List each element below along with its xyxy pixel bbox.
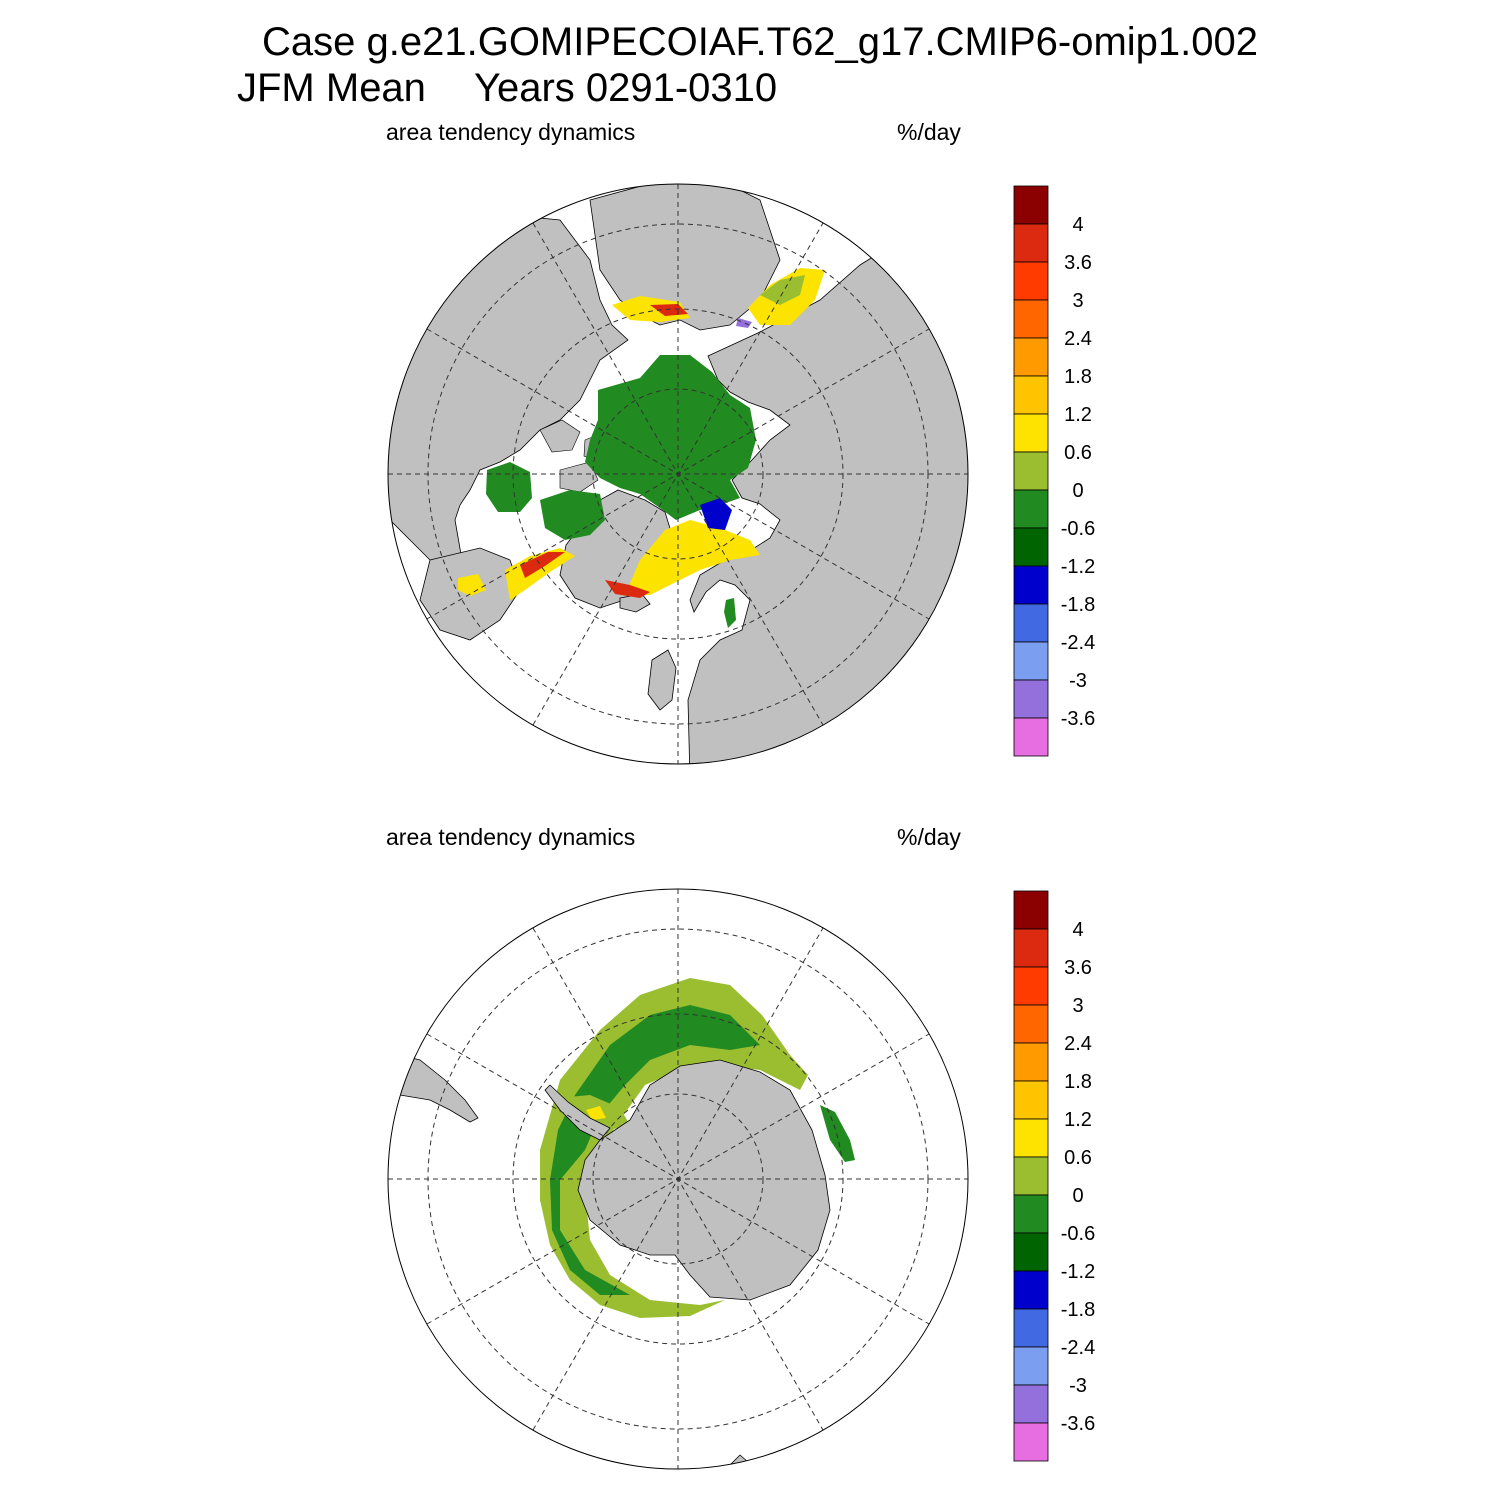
south-colorbar-swatch — [1013, 1194, 1049, 1234]
north-graticule — [388, 184, 968, 764]
kerguelen-ice — [820, 1105, 855, 1162]
south-colorbar-label: -0.6 — [1061, 1223, 1095, 1245]
south-colorbar-swatch — [1013, 966, 1049, 1006]
south-colorbar-label: -1.8 — [1061, 1299, 1095, 1321]
season-label: JFM Mean — [237, 66, 426, 110]
north-colorbar-swatch — [1013, 603, 1049, 643]
south-colorbar-swatch — [1013, 1384, 1049, 1424]
weddell-positive — [586, 1106, 606, 1120]
north-colorbar-label: 0 — [1072, 480, 1083, 502]
south-panel-units: %/day — [897, 824, 961, 850]
south-colorbar-swatch — [1013, 1308, 1049, 1348]
north-colorbar-swatch — [1013, 451, 1049, 491]
north-panel-variable: area tendency dynamics — [386, 119, 636, 145]
south-colorbar-swatch — [1013, 928, 1049, 968]
north-colorbar-label: -1.8 — [1061, 594, 1095, 616]
north-colorbar-label: 4 — [1072, 214, 1083, 236]
north-colorbar-swatch — [1013, 565, 1049, 605]
antarctic-peninsula — [544, 1084, 611, 1141]
north-colorbar-label: 1.8 — [1064, 366, 1092, 388]
gulf-st-lawrence-ice — [458, 574, 486, 596]
south-colorbar-label: 1.8 — [1064, 1071, 1092, 1093]
bering-region-landmass — [589, 184, 781, 331]
south-colorbar-swatch — [1013, 1042, 1049, 1082]
south-panel-variable: area tendency dynamics — [386, 824, 636, 850]
figure-case-title: Case g.e21.GOMIPECOIAF.T62_g17.CMIP6-omi… — [262, 20, 1259, 64]
south-colorbar-label: 3 — [1072, 995, 1083, 1017]
south-colorbar-label: -3.6 — [1061, 1413, 1095, 1435]
south-colorbar-swatch — [1013, 1270, 1049, 1310]
south-graticule — [388, 889, 968, 1469]
north-colorbar-swatch — [1013, 299, 1049, 339]
labrador-sea-high — [520, 552, 565, 578]
south-colorbar-swatch — [1013, 1118, 1049, 1158]
north-colorbar-label: -3.6 — [1061, 708, 1095, 730]
north-colorbar-swatch — [1013, 641, 1049, 681]
south-colorbar-swatch — [1013, 1004, 1049, 1044]
south-colorbar-label: 2.4 — [1064, 1033, 1092, 1055]
north-colorbar: 4 3.6 3 2.4 1.8 1.2 0.6 0 -0.6 -1.2 -1.8 -2.4 -3 -3.6 — [1013, 185, 1095, 757]
north-colorbar-swatch — [1013, 679, 1049, 719]
north-colorbar-label: 0.6 — [1064, 442, 1092, 464]
south-colorbar-swatch — [1013, 1346, 1049, 1386]
south-colorbar-label: -2.4 — [1061, 1337, 1095, 1359]
barents-negative — [700, 498, 732, 530]
south-colorbar-label: -1.2 — [1061, 1261, 1095, 1283]
south-colorbar-swatch — [1013, 1156, 1049, 1196]
south-colorbar-label: 4 — [1072, 919, 1083, 941]
north-colorbar-swatch — [1013, 717, 1049, 757]
north-colorbar-swatch — [1013, 223, 1049, 263]
south-polar-map — [387, 888, 969, 1470]
south-colorbar-label: 0.6 — [1064, 1147, 1092, 1169]
north-colorbar-label: 1.2 — [1064, 404, 1092, 426]
north-panel-units: %/day — [897, 119, 961, 145]
south-colorbar: 4 3.6 3 2.4 1.8 1.2 0.6 0 -0.6 -1.2 -1.8 -2.4 -3 -3.6 — [1013, 890, 1095, 1462]
north-colorbar-swatch — [1013, 413, 1049, 453]
british-isles-landmass — [647, 649, 677, 711]
okhotsk-negative — [736, 318, 752, 328]
north-colorbar-label: 2.4 — [1064, 328, 1092, 350]
south-colorbar-swatch — [1013, 1232, 1049, 1272]
southern-ocean-ice-dark — [550, 1005, 760, 1295]
north-colorbar-swatch — [1013, 337, 1049, 377]
north-colorbar-swatch — [1013, 261, 1049, 301]
north-colorbar-label: 3.6 — [1064, 252, 1092, 274]
years-label: Years 0291-0310 — [473, 66, 778, 110]
north-colorbar-swatch — [1013, 527, 1049, 567]
south-colorbar-label: 0 — [1072, 1185, 1083, 1207]
south-colorbar-swatch — [1013, 1422, 1049, 1462]
north-polar-map — [387, 183, 969, 765]
south-colorbar-label: -3 — [1069, 1375, 1087, 1397]
north-colorbar-label: -0.6 — [1061, 518, 1095, 540]
baltic-ice — [724, 598, 736, 628]
north-colorbar-label: -2.4 — [1061, 632, 1095, 654]
south-colorbar-label: 1.2 — [1064, 1109, 1092, 1131]
south-colorbar-swatch — [1013, 1080, 1049, 1120]
labrador-sea-ice — [505, 548, 575, 600]
north-colorbar-label: 3 — [1072, 290, 1083, 312]
south-colorbar-swatch — [1013, 890, 1049, 930]
figure-period-title: JFM Mean Years 0291-0310 — [237, 68, 777, 108]
okhotsk-sea-outer — [760, 275, 805, 305]
north-colorbar-swatch — [1013, 489, 1049, 529]
north-colorbar-swatch — [1013, 185, 1049, 225]
south-colorbar-label: 3.6 — [1064, 957, 1092, 979]
north-colorbar-swatch — [1013, 375, 1049, 415]
antarctica-landmass — [577, 1059, 831, 1301]
baffin-bay-ice — [540, 490, 605, 540]
north-colorbar-label: -3 — [1069, 670, 1087, 692]
north-colorbar-label: -1.2 — [1061, 556, 1095, 578]
east-greenland-high — [605, 580, 650, 598]
